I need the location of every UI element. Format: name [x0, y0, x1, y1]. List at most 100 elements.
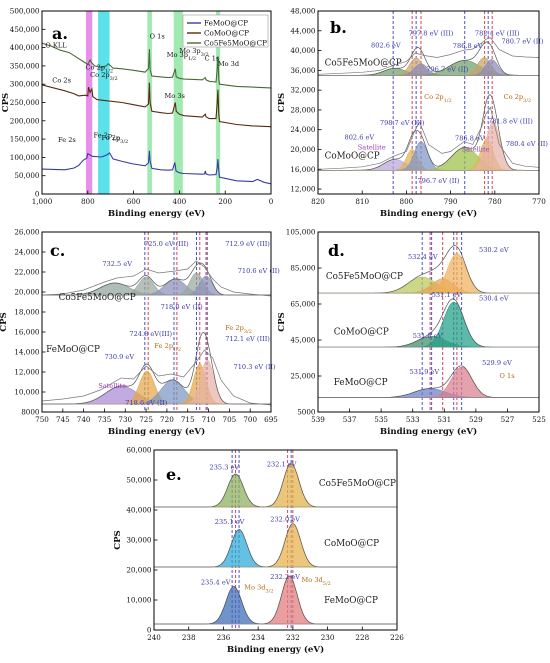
- annotation-a-10: C 1s: [205, 54, 220, 62]
- annotation-d-7: O 1s: [500, 372, 516, 380]
- annotation-e-5: 235.4 eV: [201, 578, 231, 586]
- annotation-a-1: Co 2p1/2: [86, 64, 114, 75]
- annotation-c-6: 730.9 eV: [104, 353, 134, 361]
- annotation-c-5: 724.8 eV(III): [129, 330, 172, 338]
- annotation-c-9: 712.1 eV (III): [225, 335, 270, 343]
- x-tick-label-2: 800: [400, 197, 414, 206]
- x-axis-label-d: Binding energy (eV): [380, 426, 477, 437]
- annotation-b-3: 782.4 eV (III): [475, 30, 520, 38]
- annotation-b-1: 802.6 eV: [371, 42, 401, 50]
- y-tick-label-9: 48,000: [290, 7, 316, 16]
- annotation-c-1: 732.5 eV: [102, 260, 132, 268]
- annotation-d-5: 529.9 eV: [482, 359, 512, 367]
- y-tick-label-7: 40,000: [290, 46, 316, 55]
- series-line-0: [42, 150, 271, 185]
- annotation-e-7: Mo 3d5/2: [302, 576, 331, 587]
- y-axis-label-c: CPS: [0, 312, 9, 332]
- x-tick-label-8: 710: [202, 415, 216, 424]
- plot-area-c: [42, 232, 271, 412]
- annotation-c-8: Fe 2p3/2: [225, 324, 252, 335]
- x-tick-label-9: 705: [223, 415, 237, 424]
- annotation-a-5: Fe 2p1/2: [94, 131, 121, 142]
- x-tick-label-5: 230: [321, 633, 335, 642]
- y-tick-label-5: 50,000: [126, 476, 152, 485]
- band-4: [173, 11, 183, 194]
- sample-label-1: CoMoO@CP: [324, 539, 379, 549]
- y-tick-label-1: 10,000: [14, 388, 40, 397]
- y-tick-label-3: 30,000: [126, 536, 152, 545]
- y-tick-label-5: 105,000: [286, 228, 316, 237]
- annotation-d-2: 531.1 eV: [432, 291, 462, 299]
- y-tick-label-0: 0: [35, 190, 40, 199]
- annotation-e-4: 232.2 eV: [270, 573, 300, 581]
- annotation-d-6: 531.9 eV: [410, 368, 440, 376]
- annotation-b-14: 780.4 eV (II): [506, 140, 549, 148]
- x-tick-label-3: 790: [444, 197, 458, 206]
- y-tick-label-1: 50,000: [14, 171, 40, 180]
- y-tick-label-1: 16,000: [290, 165, 316, 174]
- band-2: [98, 11, 110, 194]
- sample-label-0: Co5Fe5MoO@CP: [325, 58, 402, 68]
- y-axis-label-d: CPS: [277, 312, 287, 332]
- annotation-a-4: Fe 2s: [58, 136, 76, 144]
- panel-label-a: a.: [52, 24, 68, 43]
- plot-area-d: [318, 232, 539, 412]
- x-tick-label-2: 236: [217, 633, 231, 642]
- y-tick-label-3: 150,000: [10, 135, 40, 144]
- x-tick-label-0: 750: [35, 415, 49, 424]
- plot-frame-d: [317, 231, 540, 413]
- legend-box: [182, 14, 269, 48]
- sample-0: [154, 463, 397, 508]
- sample-label-2: FeMoO@CP: [334, 378, 388, 388]
- x-tick-label-1: 745: [56, 415, 70, 424]
- x-tick-label-5: 770: [532, 197, 546, 206]
- annotation-b-7: Co 2p3/2: [504, 93, 532, 104]
- y-tick-label-0: 12,000: [290, 185, 316, 194]
- annotation-e-3: 232.0 eV: [270, 515, 300, 523]
- y-tick-label-0: 5000: [297, 408, 316, 417]
- annotation-b-11: 781.8 eV (III): [488, 117, 533, 125]
- annotation-b-8: 798.7 eV (III): [380, 119, 425, 127]
- annotation-d-3: 530.4 eV: [479, 294, 509, 302]
- x-tick-label-7: 715: [181, 415, 195, 424]
- x-tick-label-3: 400: [173, 197, 187, 206]
- sample-0: [318, 245, 539, 294]
- panel-d: Co5Fe5MoO@CP CoMoO@CP FeMoO@CP 539 537 535 533…: [277, 228, 546, 438]
- panel-e: Co5Fe5MoO@CP CoMoO@CP FeMoO@CP 240 238 236 234…: [113, 446, 404, 656]
- sample-0: [42, 260, 271, 297]
- x-tick-label-0: 539: [311, 415, 325, 424]
- annotation-e-2: 235.1 eV: [215, 518, 245, 526]
- panel-a: 1,000 800 600 400 200 0 0 50,000 100,000 150,000 2…: [1, 7, 274, 220]
- y-tick-label-8: 400,000: [10, 43, 40, 52]
- x-tick-label-0: 820: [311, 197, 325, 206]
- y-tick-label-4: 85,000: [290, 264, 316, 273]
- annotation-c-3: 712.9 eV (III): [225, 240, 270, 248]
- x-tick-label-4: 531: [437, 415, 451, 424]
- y-tick-label-7: 22,000: [14, 268, 40, 277]
- sample-label-1: CoMoO@CP: [325, 151, 380, 161]
- annotation-a-7: O 1s: [150, 32, 166, 40]
- y-tick-label-5: 18,000: [14, 308, 40, 317]
- annotation-b-4: 786.8 eV: [453, 42, 483, 50]
- y-tick-label-6: 60,000: [126, 446, 152, 455]
- annotation-a-9: Mo 3p1/2: [167, 51, 196, 62]
- x-tick-label-6: 228: [355, 633, 369, 642]
- fit-peak-2-0: [318, 388, 539, 398]
- x-tick-label-3: 735: [98, 415, 112, 424]
- plot-area-a: [42, 11, 271, 194]
- x-tick-label-2: 740: [77, 415, 91, 424]
- y-tick-label-6: 36,000: [290, 66, 316, 75]
- x-tick-label-4: 200: [218, 197, 232, 206]
- plot-frame-c: [41, 231, 272, 413]
- sample-1: [154, 523, 397, 568]
- annotation-a-2: Co 2p3/2: [90, 71, 118, 82]
- x-tick-label-5: 725: [139, 415, 153, 424]
- x-tick-label-5: 529: [469, 415, 483, 424]
- y-tick-label-4: 200,000: [10, 116, 40, 125]
- x-tick-label-1: 800: [81, 197, 95, 206]
- y-tick-label-2: 45,000: [290, 336, 316, 345]
- series-line-2: [42, 42, 271, 89]
- x-axis-label-c: Binding energy (eV): [108, 426, 205, 437]
